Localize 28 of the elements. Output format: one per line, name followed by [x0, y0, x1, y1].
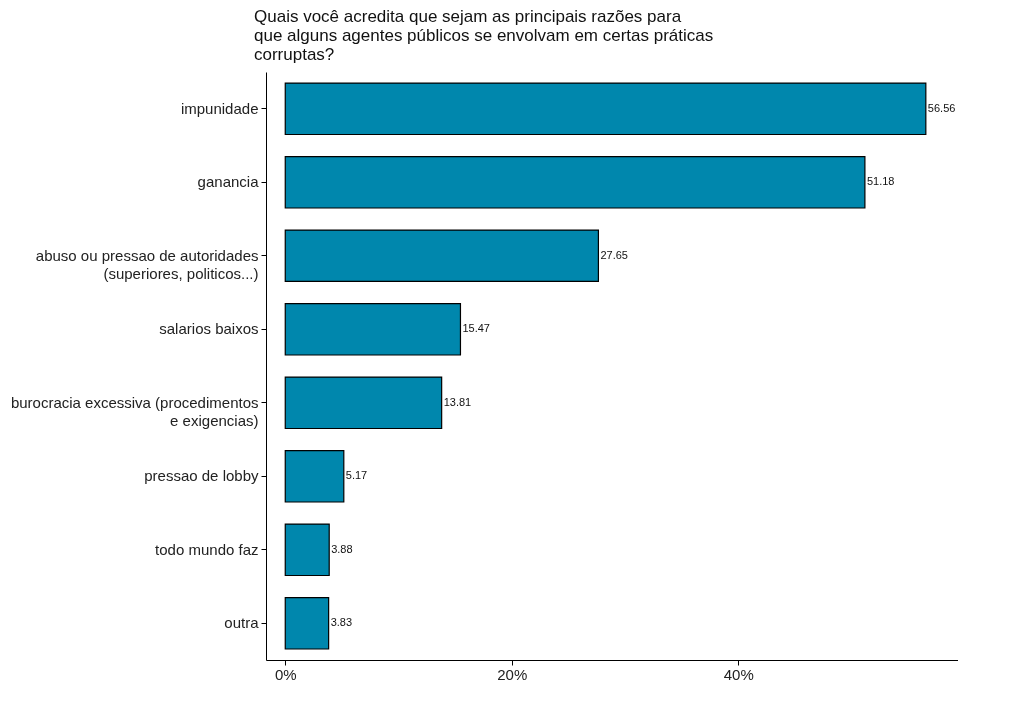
y-tick-label: burocracia excessiva (procedimentos e exigencias): [10, 393, 259, 429]
bar: [284, 229, 600, 283]
bar: [284, 523, 330, 577]
bar: [284, 376, 443, 430]
y-tick-label: salarios baixos: [159, 320, 259, 338]
y-tick-label: impunidade: [180, 99, 259, 117]
y-tick-label: ganancia: [197, 173, 260, 191]
y-tick-label: outra: [224, 614, 260, 632]
data-label: 51.18: [866, 175, 895, 188]
data-label: 13.81: [443, 395, 472, 408]
data-label: 3.88: [331, 542, 353, 555]
data-label: 27.65: [600, 248, 628, 261]
y-tick-label: todo mundo faz: [155, 540, 259, 558]
bar: [284, 302, 462, 356]
y-tick-label: pressao de lobby: [144, 467, 259, 485]
bar: [284, 155, 866, 209]
data-label: 56.56: [927, 101, 956, 114]
x-tick-label: 40%: [723, 665, 754, 683]
chart-title: Quais você acredita que sejam as principais razões para que alguns agentes públicos se envolvam em certas práticas corruptas?: [254, 7, 714, 64]
bar: [284, 449, 345, 503]
data-label: 5.17: [345, 469, 368, 482]
x-tick-label: 20%: [497, 665, 528, 683]
data-label: 15.47: [462, 322, 490, 335]
x-tick-label: 0%: [274, 665, 297, 683]
bar: [284, 82, 927, 136]
bar: [284, 596, 330, 650]
data-label: 3.83: [330, 616, 353, 629]
y-tick-label: abuso ou pressao de autoridades (superiores, politicos...): [35, 246, 259, 282]
